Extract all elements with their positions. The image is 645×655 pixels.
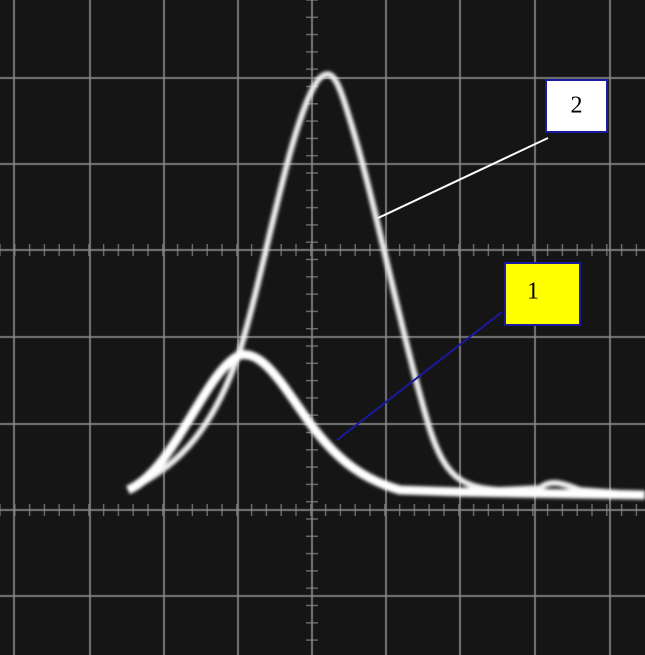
leader-1 [336, 311, 503, 441]
trace-1 [125, 350, 645, 500]
trace-2 [126, 71, 645, 498]
label-box-2 [545, 79, 608, 133]
tick-marks [0, 0, 638, 641]
label-1: 1 [527, 279, 539, 305]
label-2: 2 [571, 93, 583, 119]
traces [125, 71, 645, 500]
label-box-1 [504, 262, 581, 326]
leader-2 [377, 137, 549, 219]
